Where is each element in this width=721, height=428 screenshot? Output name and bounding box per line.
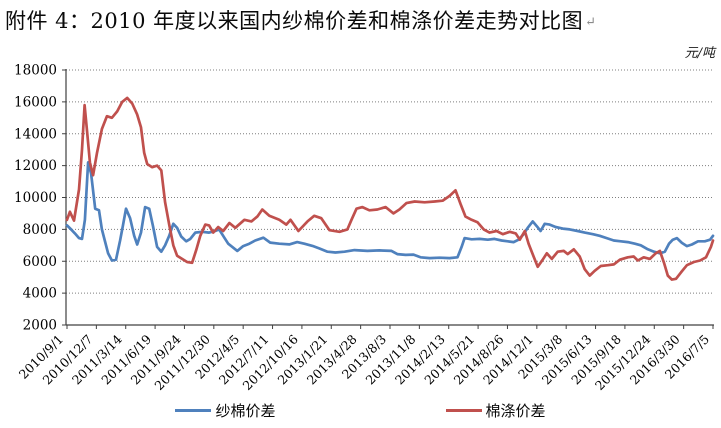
legend-swatch-yarn-cotton-spread	[175, 409, 212, 412]
series-line-yarn-cotton-spread	[65, 161, 715, 262]
paragraph-return-mark: ↵	[585, 15, 597, 30]
page-title-text: 附件 4：2010 年度以来国内纱棉价差和棉涤价差走势对比图	[5, 9, 584, 33]
page-title: 附件 4：2010 年度以来国内纱棉价差和棉涤价差走势对比图 ↵	[5, 5, 597, 35]
y-tick-label: 2000	[23, 318, 57, 334]
legend-swatch-cotton-polyester-spread	[445, 409, 482, 412]
legend-label-cotton-polyester-spread: 棉涤价差	[485, 402, 546, 420]
legend-item-yarn-cotton-spread: 纱棉价差	[175, 400, 276, 421]
axis-unit-label: 元/吨	[684, 46, 715, 61]
legend-item-cotton-polyester-spread: 棉涤价差	[445, 400, 546, 421]
y-tick-label: 12000	[14, 158, 57, 174]
y-tick-label: 8000	[23, 222, 57, 238]
legend-label-yarn-cotton-spread: 纱棉价差	[215, 402, 276, 420]
y-tick-label: 4000	[23, 286, 57, 302]
y-tick-label: 6000	[23, 254, 57, 270]
y-tick-label: 14000	[14, 126, 57, 142]
series-line-cotton-polyester-spread	[65, 96, 715, 281]
chart-legend: 纱棉价差 棉涤价差	[0, 400, 721, 421]
y-tick-label: 10000	[14, 190, 57, 206]
y-tick-label: 18000	[14, 63, 57, 79]
y-tick-label: 16000	[14, 94, 57, 110]
